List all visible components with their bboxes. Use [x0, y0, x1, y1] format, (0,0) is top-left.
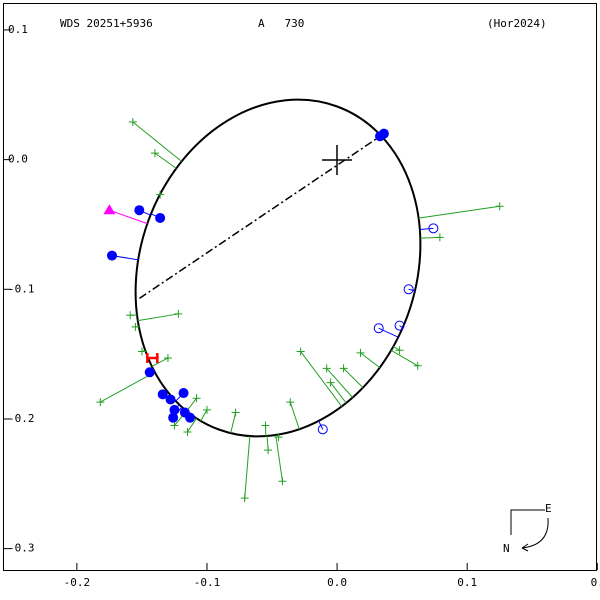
y-tick-label: 0.1	[8, 23, 28, 36]
plus-point	[131, 322, 140, 331]
plus-point	[174, 309, 183, 318]
compass-arrow	[521, 543, 529, 552]
residual-line	[200, 409, 208, 422]
residual-line	[244, 436, 251, 499]
plus-point	[495, 202, 504, 211]
plus-point	[296, 347, 305, 356]
residual-line	[275, 434, 283, 482]
line-of-nodes	[136, 132, 386, 301]
plus-point	[163, 354, 172, 363]
triangle-point	[103, 204, 116, 215]
compass: E N	[503, 502, 552, 555]
open-point	[403, 284, 414, 295]
residual-line	[137, 313, 179, 322]
x-tick-label: 0.	[591, 576, 600, 589]
x-tick-label: 0.1	[457, 576, 477, 589]
residual-line	[326, 368, 353, 398]
x-tick-label: -0.1	[194, 576, 221, 589]
residual-line	[289, 401, 300, 430]
filled-point	[185, 412, 196, 423]
residual-line	[151, 357, 169, 367]
plus-point	[278, 477, 287, 486]
residual-line	[100, 371, 156, 403]
y-tick-label: -0.1	[8, 282, 35, 295]
residual-line	[393, 346, 400, 351]
filled-point	[178, 388, 189, 399]
x-tick-label: 0.0	[327, 576, 347, 589]
filled-point	[157, 389, 168, 400]
plus-point	[96, 398, 105, 407]
orbit-ellipse	[134, 98, 422, 438]
residual-line	[109, 209, 148, 225]
reference: (Hor2024)	[487, 17, 547, 30]
plus-point	[192, 394, 201, 403]
residual-line	[360, 352, 381, 369]
residual-line	[399, 325, 403, 329]
y-tick-label: -0.3	[8, 542, 35, 555]
residual-line	[300, 351, 343, 407]
residual-line	[154, 152, 177, 169]
h-point	[146, 353, 159, 364]
plus-point	[128, 118, 137, 127]
plus-point	[240, 494, 249, 503]
filled-point	[168, 412, 179, 423]
filled-point	[375, 131, 386, 142]
plus-point	[435, 233, 444, 242]
open-point	[373, 323, 384, 334]
filled-point	[165, 394, 176, 405]
y-tick-label: 0.0	[8, 153, 28, 166]
residual-line	[230, 412, 237, 434]
filled-point	[134, 205, 145, 216]
plus-point	[231, 408, 240, 417]
plus-point	[395, 346, 404, 355]
residual-line	[408, 288, 416, 292]
plus-point	[150, 149, 159, 158]
open-point	[317, 424, 328, 435]
plot-frame	[3, 3, 597, 571]
plus-point	[202, 405, 211, 414]
plus-point	[126, 311, 135, 320]
residual-line	[343, 368, 364, 388]
residual-line	[330, 382, 347, 404]
orbit	[134, 98, 422, 438]
open-point	[394, 320, 405, 331]
plus-point	[286, 398, 295, 407]
residual-line	[187, 418, 197, 433]
x-tick-label: -0.2	[64, 576, 91, 589]
compass-east: E	[545, 502, 552, 515]
plus-point	[339, 364, 348, 373]
open-point	[428, 223, 439, 234]
plus-point	[156, 190, 165, 199]
filled-point	[155, 212, 166, 223]
residual-line	[419, 227, 434, 230]
compass-north: N	[503, 542, 510, 555]
filled-point	[144, 367, 155, 378]
plus-point	[322, 364, 331, 373]
plus-point	[170, 421, 179, 430]
chart-title: WDS 20251+5936	[60, 17, 153, 30]
residual-line	[390, 349, 419, 367]
residual-line	[132, 121, 182, 162]
chart-subtitle: A 730	[258, 17, 304, 30]
compass-arrow	[521, 517, 549, 549]
residual-line	[418, 205, 500, 219]
plus-point	[264, 446, 273, 455]
plus-point	[183, 427, 192, 436]
plus-point	[137, 347, 146, 356]
plus-point	[356, 348, 365, 357]
plus-point	[326, 378, 335, 387]
plus-point	[413, 361, 422, 370]
plus-point	[261, 421, 270, 430]
filled-point	[106, 250, 117, 261]
y-tick-label: -0.2	[8, 412, 35, 425]
residual-line	[378, 327, 399, 338]
compass-lines	[510, 509, 545, 535]
